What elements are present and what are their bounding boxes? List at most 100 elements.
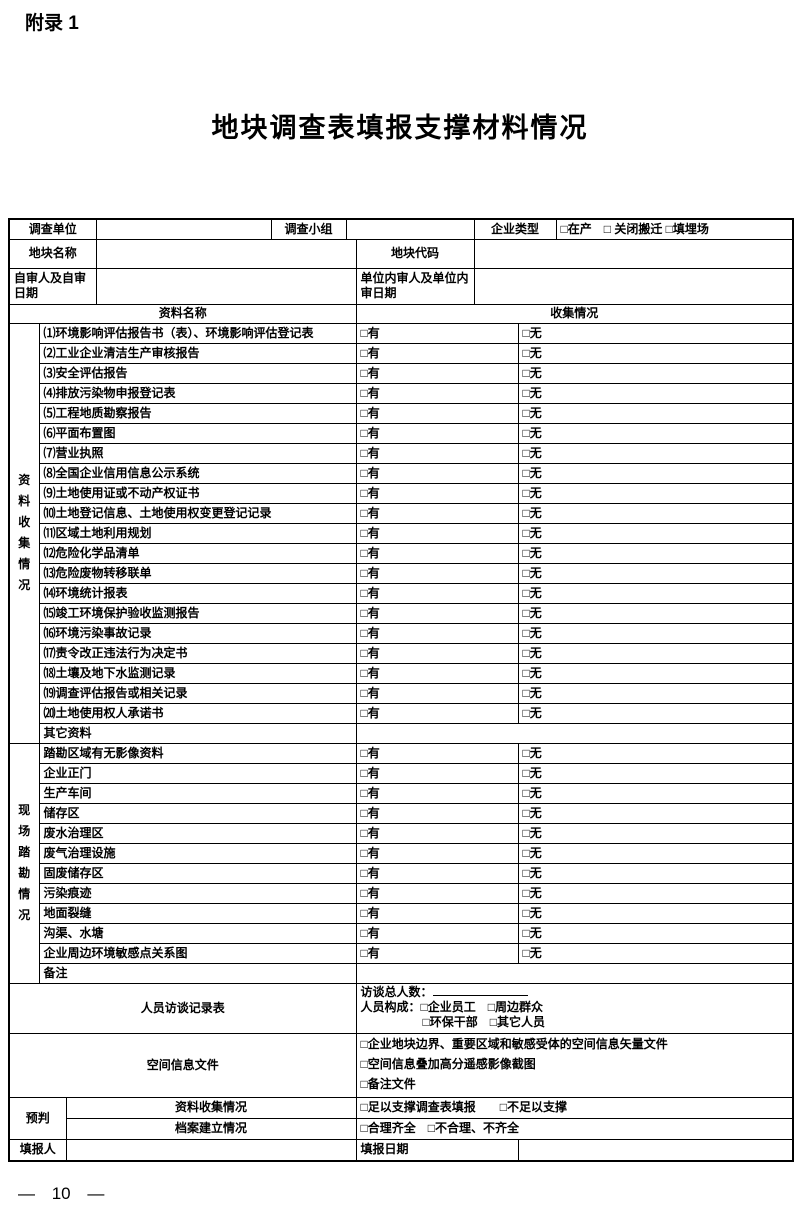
checkbox-none[interactable]: □无 (517, 622, 794, 644)
plot-name-value[interactable] (95, 238, 357, 269)
checkbox-none[interactable]: □无 (517, 562, 794, 584)
spatial-option-vector[interactable]: □企业地块边界、重要区域和敏感受体的空间信息矢量文件 (360, 1036, 668, 1051)
checkbox-has[interactable]: □有 (355, 482, 519, 504)
survey-unit-value[interactable] (95, 218, 272, 240)
interview-content[interactable]: 访谈总人数： 人员构成：□企业员工 □周边群众 □环保干部 □其它人员 (355, 982, 794, 1034)
checkbox-has[interactable]: □有 (355, 382, 519, 404)
interview-composition-line2[interactable]: □环保干部 □其它人员 (422, 1014, 546, 1029)
material-name: ⑹平面布置图 (38, 422, 357, 444)
table-row: 废气治理设施 □有 □无 (9, 842, 794, 864)
checkbox-none[interactable]: □无 (517, 902, 794, 924)
table-row: 调查单位 调查小组 企业类型 □在产 □ 关闭搬迁 □填埋场 (8, 218, 794, 240)
table-row: ⑹平面布置图 □有 □无 (9, 422, 794, 444)
survey-team-value[interactable] (345, 218, 475, 240)
blank-cell[interactable] (355, 962, 794, 984)
checkbox-has[interactable]: □有 (355, 842, 519, 864)
table-row: 地面裂缝 □有 □无 (9, 902, 794, 924)
checkbox-none[interactable]: □无 (517, 662, 794, 684)
table-row: ⑾区域土地利用规划 □有 □无 (9, 522, 794, 544)
prejudge-archive-options[interactable]: □合理齐全 □不合理、不齐全 (355, 1117, 794, 1140)
table-row: 现场踏勘情况 踏勘区域有无影像资料 □有 □无 (8, 742, 794, 984)
checkbox-has[interactable]: □有 (355, 522, 519, 544)
checkbox-has[interactable]: □有 (355, 342, 519, 364)
checkbox-none[interactable]: □无 (517, 942, 794, 964)
checkbox-has[interactable]: □有 (355, 822, 519, 844)
checkbox-has[interactable]: □有 (355, 742, 519, 764)
checkbox-none[interactable]: □无 (517, 482, 794, 504)
checkbox-none[interactable]: □无 (517, 782, 794, 804)
checkbox-none[interactable]: □无 (517, 542, 794, 564)
filler-date-value[interactable] (517, 1138, 794, 1162)
checkbox-none[interactable]: □无 (517, 362, 794, 384)
checkbox-none[interactable]: □无 (517, 522, 794, 544)
checkbox-has[interactable]: □有 (355, 922, 519, 944)
checkbox-none[interactable]: □无 (517, 762, 794, 784)
checkbox-has[interactable]: □有 (355, 402, 519, 424)
checkbox-none[interactable]: □无 (517, 702, 794, 724)
table-row: ⒁环境统计报表 □有 □无 (9, 582, 794, 604)
checkbox-has[interactable]: □有 (355, 322, 519, 344)
checkbox-none[interactable]: □无 (517, 742, 794, 764)
checkbox-has[interactable]: □有 (355, 642, 519, 664)
prejudge-collection-options[interactable]: □足以支撑调查表填报 □不足以支撑 (355, 1096, 794, 1119)
interview-total-input[interactable] (432, 984, 528, 996)
section-label: 现场踏勘情况 (8, 742, 40, 984)
checkbox-none[interactable]: □无 (517, 602, 794, 624)
checkbox-has[interactable]: □有 (355, 442, 519, 464)
checkbox-none[interactable]: □无 (517, 862, 794, 884)
checkbox-none[interactable]: □无 (517, 642, 794, 664)
checkbox-none[interactable]: □无 (517, 842, 794, 864)
checkbox-none[interactable]: □无 (517, 442, 794, 464)
checkbox-has[interactable]: □有 (355, 542, 519, 564)
internal-review-value[interactable] (473, 267, 794, 305)
checkbox-has[interactable]: □有 (355, 762, 519, 784)
table-row: 企业周边环境敏感点关系图 □有 □无 (9, 942, 794, 964)
checkbox-none[interactable]: □无 (517, 322, 794, 344)
checkbox-has[interactable]: □有 (355, 882, 519, 904)
checkbox-has[interactable]: □有 (355, 682, 519, 704)
checkbox-has[interactable]: □有 (355, 702, 519, 724)
checkbox-has[interactable]: □有 (355, 602, 519, 624)
enterprise-type-options[interactable]: □在产 □ 关闭搬迁 □填埋场 (555, 218, 794, 240)
checkbox-none[interactable]: □无 (517, 582, 794, 604)
interview-composition-line1[interactable]: 人员构成：□企业员工 □周边群众 (360, 999, 544, 1014)
checkbox-has[interactable]: □有 (355, 942, 519, 964)
checkbox-has[interactable]: □有 (355, 662, 519, 684)
checkbox-none[interactable]: □无 (517, 922, 794, 944)
table-row: ⒂竣工环境保护验收监测报告 □有 □无 (9, 602, 794, 624)
spatial-option-notes[interactable]: □备注文件 (360, 1076, 416, 1091)
checkbox-none[interactable]: □无 (517, 502, 794, 524)
material-name: 储存区 (38, 802, 357, 824)
checkbox-has[interactable]: □有 (355, 562, 519, 584)
checkbox-has[interactable]: □有 (355, 462, 519, 484)
checkbox-has[interactable]: □有 (355, 362, 519, 384)
checkbox-none[interactable]: □无 (517, 402, 794, 424)
checkbox-none[interactable]: □无 (517, 342, 794, 364)
checkbox-has[interactable]: □有 (355, 902, 519, 924)
table-row: 废水治理区 □有 □无 (9, 822, 794, 844)
blank-cell[interactable] (355, 722, 794, 744)
checkbox-has[interactable]: □有 (355, 862, 519, 884)
plot-code-value[interactable] (473, 238, 794, 269)
checkbox-none[interactable]: □无 (517, 382, 794, 404)
checkbox-none[interactable]: □无 (517, 822, 794, 844)
checkbox-none[interactable]: □无 (517, 682, 794, 704)
table-row: 企业正门 □有 □无 (9, 762, 794, 784)
checkbox-has[interactable]: □有 (355, 582, 519, 604)
checkbox-has[interactable]: □有 (355, 422, 519, 444)
checkbox-has[interactable]: □有 (355, 802, 519, 824)
self-review-value[interactable] (95, 267, 357, 305)
spatial-option-screenshot[interactable]: □空间信息叠加高分遥感影像截图 (360, 1056, 536, 1071)
checkbox-has[interactable]: □有 (355, 502, 519, 524)
material-name: ⑽土地登记信息、土地使用权变更登记记录 (38, 502, 357, 524)
interview-total-line[interactable]: 访谈总人数： (361, 984, 789, 1000)
table-row: 备注 (9, 962, 794, 984)
checkbox-none[interactable]: □无 (517, 462, 794, 484)
checkbox-none[interactable]: □无 (517, 802, 794, 824)
checkbox-none[interactable]: □无 (517, 422, 794, 444)
checkbox-has[interactable]: □有 (355, 622, 519, 644)
spatial-info-content[interactable]: □企业地块边界、重要区域和敏感受体的空间信息矢量文件 □空间信息叠加高分遥感影像… (355, 1032, 794, 1098)
checkbox-has[interactable]: □有 (355, 782, 519, 804)
filler-name-value[interactable] (65, 1138, 357, 1162)
checkbox-none[interactable]: □无 (517, 882, 794, 904)
